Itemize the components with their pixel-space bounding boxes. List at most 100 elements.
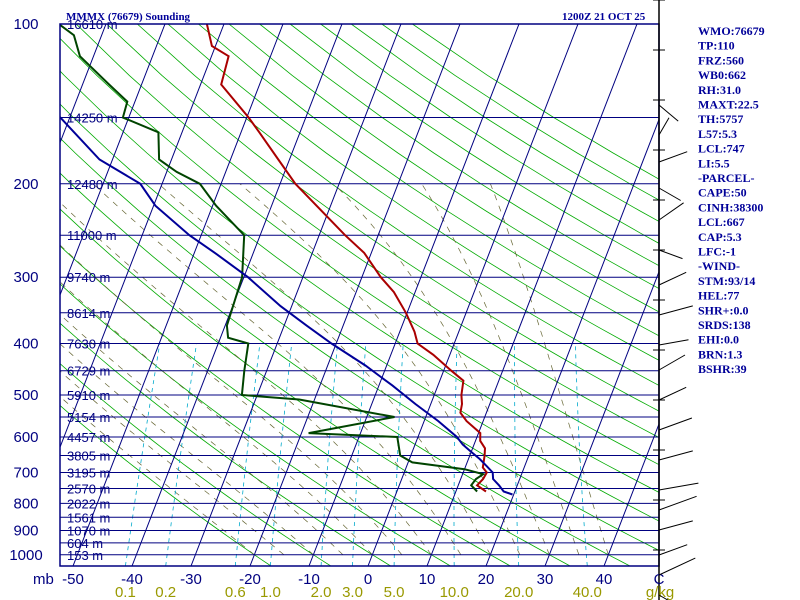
wind-barb xyxy=(658,386,687,401)
pressure-label: 600 xyxy=(13,429,38,446)
pressure-label: 800 xyxy=(13,495,38,512)
mixing-ratio-line xyxy=(575,343,588,566)
height-label: 2570 m xyxy=(67,481,110,496)
wind-barb xyxy=(658,594,669,600)
temperature-label: 0 xyxy=(364,571,372,588)
temperature-unit-label: C xyxy=(654,571,665,588)
pressure-labels: 100 200 300 400 500 600 700 800 900 1000 mb xyxy=(9,16,54,588)
temperature-label: 40 xyxy=(596,571,613,588)
temperature-label: 20 xyxy=(478,571,495,588)
moist-adiabat xyxy=(158,183,491,555)
height-label: 12480 m xyxy=(67,177,118,192)
wind-barb xyxy=(658,305,693,316)
wind-barb xyxy=(658,187,681,201)
mixing-ratio-label: 5.0 xyxy=(384,584,405,600)
isotherm xyxy=(485,118,659,566)
wind-barb xyxy=(658,117,670,136)
mixing-ratio-line xyxy=(514,343,520,566)
height-label: 1070 m xyxy=(67,524,110,539)
dry-adiabat xyxy=(106,24,659,412)
pressure-label: 700 xyxy=(13,465,38,482)
stat-line: LCL:747 xyxy=(698,142,745,156)
dry-adiabat xyxy=(75,24,659,438)
stat-line: LCL:667 xyxy=(698,215,745,229)
wind-barb xyxy=(658,495,697,511)
stat-line: CAPE:50 xyxy=(698,186,747,200)
height-label: 9740 m xyxy=(67,270,110,285)
temperature-line xyxy=(205,24,489,493)
mixing-ratio-label: 0.2 xyxy=(155,584,176,600)
height-label: 5154 m xyxy=(67,410,110,425)
wind-barb xyxy=(658,544,688,556)
isotherm xyxy=(603,422,659,566)
pressure-label: 900 xyxy=(13,523,38,540)
mixing-ratio-line xyxy=(234,343,261,566)
mixing-ratio-label: 1.0 xyxy=(260,584,281,600)
pressure-unit-label: mb xyxy=(33,571,54,588)
sounding-time: 1200Z 21 OCT 25 xyxy=(562,11,646,23)
wind-barb xyxy=(658,354,686,371)
wind-barb xyxy=(658,557,696,576)
stat-line: WMO:76679 xyxy=(698,24,765,38)
moist-adiabat xyxy=(60,281,373,556)
moist-adiabat xyxy=(333,183,550,555)
dry-adiabat xyxy=(259,24,659,290)
moist-adiabat xyxy=(60,370,285,556)
temperature-label: 10 xyxy=(419,571,436,588)
height-label: 3805 m xyxy=(67,449,110,464)
height-label: 153 m xyxy=(67,548,103,563)
temperature-label: -50 xyxy=(62,571,84,588)
wind-barb xyxy=(658,450,693,461)
stat-line: FRZ:560 xyxy=(698,53,744,67)
isotherm xyxy=(190,24,402,566)
dry-adiabat xyxy=(198,24,659,337)
isotherm xyxy=(367,24,579,566)
stat-line: STM:93/14 xyxy=(698,274,755,288)
height-label: 604 m xyxy=(67,536,103,551)
dry-adiabat xyxy=(289,24,659,267)
stat-line: TP:110 xyxy=(698,39,735,53)
mixing-ratio-label: 2.0 xyxy=(311,584,332,600)
mixing-ratio-label: 0.6 xyxy=(225,584,246,600)
stat-line: BSHR:39 xyxy=(698,362,747,376)
stat-line: BRN:1.3 xyxy=(698,347,742,361)
dry-adiabat xyxy=(167,24,659,361)
stat-line: CAP:5.3 xyxy=(698,230,742,244)
dewpoint-line xyxy=(60,24,486,493)
dry-adiabat xyxy=(60,404,272,566)
temperature-label: -40 xyxy=(121,571,143,588)
moist-adiabat xyxy=(60,396,255,556)
mixing-ratio-line xyxy=(453,343,458,566)
stat-line: TH:5757 xyxy=(698,112,743,126)
mixing-ratio-line xyxy=(270,343,293,566)
mixing-ratio-label: 40.0 xyxy=(573,584,602,600)
height-label: 14250 m xyxy=(67,111,118,126)
mixing-ratio-line xyxy=(352,343,367,566)
stat-line: EHI:0.0 xyxy=(698,333,739,347)
height-label: 2022 m xyxy=(67,496,110,511)
wind-barb xyxy=(658,520,693,531)
mixing-ratio-unit-label: g/kg xyxy=(646,584,674,600)
pressure-label: 400 xyxy=(13,336,38,353)
dry-adiabat xyxy=(60,37,659,466)
height-label: 7630 m xyxy=(67,337,110,352)
temperature-label: -10 xyxy=(298,571,320,588)
stat-line: CINH:38300 xyxy=(698,200,763,214)
mixing-ratio-label: 0.1 xyxy=(115,584,136,600)
dry-adiabat xyxy=(60,172,631,566)
stat-line: -WIND- xyxy=(698,259,740,273)
height-label: 4457 m xyxy=(67,430,110,445)
pressure-label: 1000 xyxy=(9,547,42,564)
temperature-labels: -50 -40 -30 -20 -10 0 10 20 30 40 C xyxy=(62,571,664,588)
isotherm xyxy=(426,24,638,566)
dry-adiabat xyxy=(60,103,659,522)
moist-adiabat xyxy=(60,244,403,556)
height-label: 11000 m xyxy=(67,228,117,243)
mixing-ratio-labels: 0.1 0.2 0.6 1.0 2.0 3.0 5.0 10.0 20.0 40.0 g/kg xyxy=(115,584,674,600)
parcel-line xyxy=(60,115,513,496)
pressure-label: 300 xyxy=(13,269,38,286)
dry-adiabat xyxy=(60,137,659,551)
mixing-ratio-label: 3.0 xyxy=(342,584,363,600)
